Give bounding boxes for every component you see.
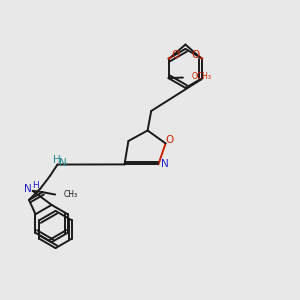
Text: H: H (32, 181, 38, 190)
Text: O: O (171, 50, 179, 60)
Text: H: H (53, 155, 61, 165)
Text: O: O (192, 50, 200, 60)
Text: OCH₃: OCH₃ (192, 72, 212, 81)
Text: O: O (166, 135, 174, 145)
Text: N: N (59, 158, 67, 168)
Text: N: N (160, 159, 168, 170)
Text: CH₃: CH₃ (64, 190, 78, 199)
Text: N: N (24, 184, 32, 194)
